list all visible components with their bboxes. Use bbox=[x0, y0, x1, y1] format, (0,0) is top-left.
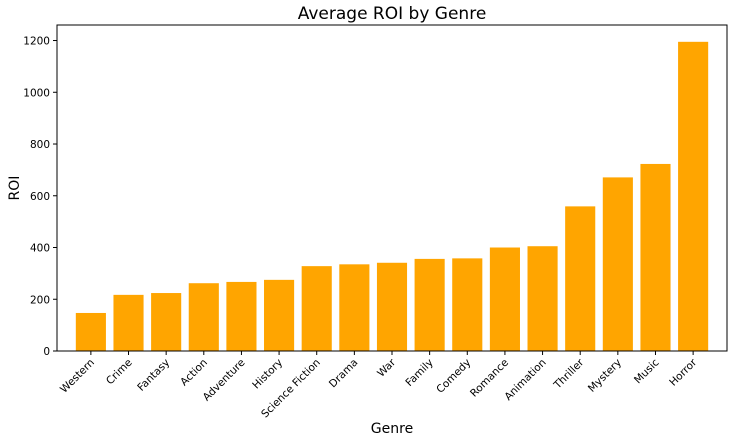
y-tick-label: 400 bbox=[30, 243, 50, 255]
bar-music bbox=[640, 163, 671, 351]
y-tick-label: 800 bbox=[30, 139, 50, 151]
bar-thriller bbox=[565, 206, 596, 351]
y-axis-ticks: 0 200 400 600 800 1000 1200 bbox=[23, 36, 57, 358]
y-axis-label: ROI bbox=[7, 176, 23, 201]
x-axis-label: Genre bbox=[371, 421, 413, 437]
bar-horror bbox=[678, 41, 709, 351]
bar-adventure bbox=[226, 281, 257, 351]
bar-comedy bbox=[452, 258, 483, 351]
bar-family bbox=[414, 258, 445, 351]
y-tick-label: 600 bbox=[30, 191, 50, 203]
bars-group bbox=[75, 41, 709, 351]
bar-history bbox=[264, 279, 295, 351]
bar-mystery bbox=[602, 177, 633, 351]
bar-action bbox=[188, 283, 219, 351]
bar-crime bbox=[113, 294, 144, 351]
bar-science-fiction bbox=[301, 266, 332, 351]
y-tick-label: 0 bbox=[43, 346, 50, 358]
bar-war bbox=[376, 262, 408, 351]
bar-fantasy bbox=[151, 293, 182, 351]
y-tick-label: 1200 bbox=[23, 36, 50, 48]
bar-drama bbox=[339, 264, 370, 351]
bar-animation bbox=[527, 246, 558, 351]
bar-romance bbox=[489, 247, 520, 351]
y-tick-label: 200 bbox=[30, 294, 50, 306]
bar-western bbox=[75, 312, 106, 351]
y-tick-label: 1000 bbox=[23, 87, 50, 99]
plot-frame bbox=[56, 24, 728, 352]
chart-title: Average ROI by Genre bbox=[298, 4, 487, 24]
